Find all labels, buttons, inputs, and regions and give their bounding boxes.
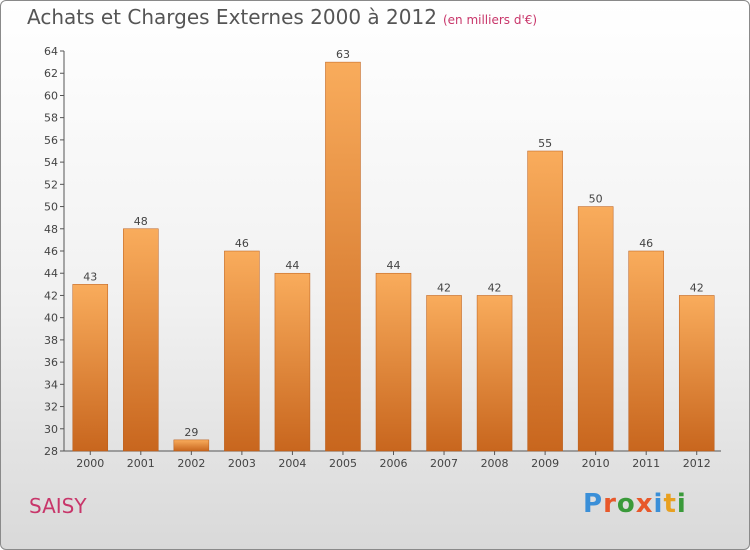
bar-2000 xyxy=(72,284,109,452)
x-tick-label: 2004 xyxy=(278,457,306,470)
bar-value-label: 44 xyxy=(387,259,401,272)
bar-2007 xyxy=(426,295,462,452)
y-tick-label: 52 xyxy=(44,178,58,191)
bar-2008 xyxy=(476,295,513,452)
proxiti-logo: Proxiti xyxy=(583,489,687,519)
y-tick-label: 44 xyxy=(44,267,58,280)
y-tick-label: 32 xyxy=(44,401,58,414)
bar-value-label: 42 xyxy=(488,281,502,294)
bar-2012 xyxy=(678,295,715,452)
y-tick-label: 48 xyxy=(44,223,58,236)
bar-value-label: 29 xyxy=(184,426,198,439)
bar-2001 xyxy=(123,228,159,452)
y-tick-label: 40 xyxy=(44,312,58,325)
bar-value-label: 63 xyxy=(336,48,350,61)
x-tick-label: 2002 xyxy=(177,457,205,470)
y-tick-label: 34 xyxy=(44,378,58,391)
y-tick-label: 30 xyxy=(44,423,58,436)
bar-2006 xyxy=(375,272,412,452)
bar-value-label: 42 xyxy=(437,281,451,294)
y-tick-label: 60 xyxy=(44,89,58,102)
bar-value-label: 55 xyxy=(538,137,552,150)
x-tick-label: 2011 xyxy=(632,457,660,470)
bar-value-label: 42 xyxy=(690,281,704,294)
x-tick-label: 2009 xyxy=(531,457,559,470)
y-tick-label: 46 xyxy=(44,245,58,258)
bar-2010 xyxy=(577,206,614,452)
y-tick-label: 56 xyxy=(44,134,58,147)
y-tick-label: 38 xyxy=(44,334,58,347)
chart-subtitle: (en milliers d'€) xyxy=(442,13,538,27)
bar-2002 xyxy=(173,439,210,452)
y-tick-label: 54 xyxy=(44,156,58,169)
chart-title-text: Achats et Charges Externes 2000 à 2012 xyxy=(27,5,437,29)
y-tick-label: 36 xyxy=(44,356,58,369)
x-tick-label: 2000 xyxy=(76,457,104,470)
x-tick-label: 2001 xyxy=(127,457,155,470)
bar-2004 xyxy=(274,272,311,452)
bar-value-label: 46 xyxy=(235,237,249,250)
x-tick-label: 2012 xyxy=(683,457,711,470)
x-tick-label: 2008 xyxy=(481,457,509,470)
bar-value-label: 44 xyxy=(285,259,299,272)
y-tick-label: 28 xyxy=(44,445,58,458)
y-tick-label: 64 xyxy=(44,45,58,58)
commune-name: SAISY xyxy=(29,494,87,518)
x-tick-label: 2003 xyxy=(228,457,256,470)
bar-value-label: 43 xyxy=(83,270,97,283)
x-tick-label: 2006 xyxy=(380,457,408,470)
chart-bars: 43 48 29 46 44 63 44 42 42 55 50 46 42 xyxy=(72,48,715,452)
chart-axes: 28 30 32 34 36 38 40 42 44 46 48 50 52 54 56 58 60 62 64 20… xyxy=(44,45,721,470)
bar-2003 xyxy=(224,250,260,452)
x-tick-label: 2007 xyxy=(430,457,458,470)
bar-value-label: 50 xyxy=(589,193,603,206)
x-tick-label: 2005 xyxy=(329,457,357,470)
bar-2005 xyxy=(325,61,361,452)
y-tick-label: 62 xyxy=(44,67,58,80)
bar-value-label: 48 xyxy=(134,215,148,228)
bar-2011 xyxy=(628,250,664,452)
bar-value-label: 46 xyxy=(639,237,653,250)
bar-2009 xyxy=(527,150,563,452)
chart-title: Achats et Charges Externes 2000 à 2012 (e… xyxy=(27,5,537,29)
x-tick-label: 2010 xyxy=(582,457,610,470)
y-tick-label: 42 xyxy=(44,289,58,302)
y-tick-label: 58 xyxy=(44,112,58,125)
y-tick-label: 50 xyxy=(44,201,58,214)
